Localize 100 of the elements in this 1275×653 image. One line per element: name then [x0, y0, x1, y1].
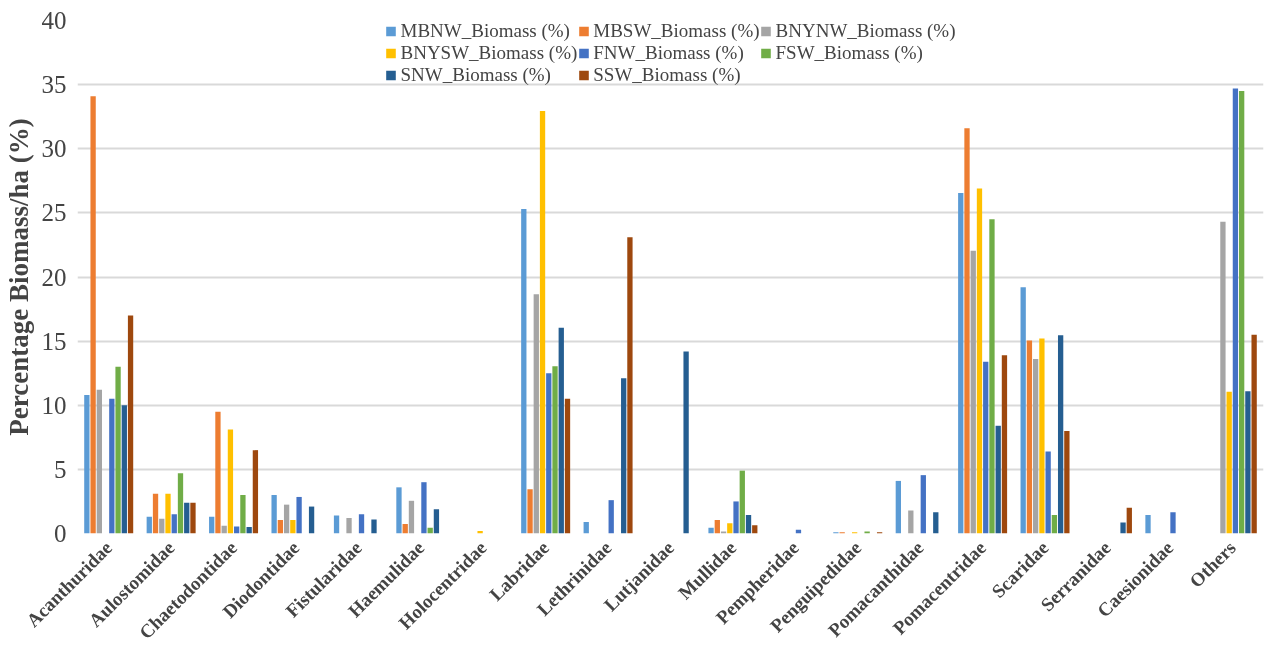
y-tick-label: 30: [41, 135, 67, 163]
bar: [396, 487, 402, 534]
bar: [1001, 355, 1008, 534]
bar: [1232, 88, 1239, 534]
legend-label: FNW_Biomass (%): [593, 42, 744, 64]
bar: [252, 450, 259, 534]
bar: [171, 514, 177, 534]
bar: [558, 327, 564, 534]
y-tick-label: 25: [41, 199, 67, 227]
bar: [308, 506, 315, 534]
bar: [1126, 507, 1132, 534]
y-tick-label: 40: [41, 7, 67, 34]
bar: [920, 475, 926, 534]
y-tick-label: 35: [41, 71, 67, 99]
bar: [184, 502, 190, 534]
bar: [583, 521, 589, 534]
legend-label: SNW_Biomass (%): [400, 64, 551, 86]
bar: [371, 519, 377, 534]
bar: [983, 361, 989, 534]
bar: [533, 294, 539, 534]
bar: [995, 425, 1001, 534]
bar: [90, 96, 96, 534]
bar: [121, 405, 127, 534]
bar: [964, 128, 970, 534]
bar: [215, 411, 221, 534]
bar: [190, 502, 196, 534]
bar: [627, 237, 633, 534]
bar: [115, 366, 121, 534]
y-axis-title: Percentage Biomass/ha (%): [3, 118, 34, 436]
bar: [714, 520, 720, 534]
bar: [152, 493, 159, 534]
bar: [1120, 522, 1126, 534]
bar: [546, 373, 552, 534]
y-tick-label: 0: [54, 520, 67, 547]
y-tick-label: 15: [41, 327, 67, 355]
bar: [739, 470, 745, 534]
y-tick-label: 10: [41, 391, 67, 419]
bar: [933, 512, 939, 534]
bar: [539, 110, 546, 534]
bar: [745, 514, 752, 534]
bar: [521, 209, 527, 534]
bar: [708, 527, 714, 534]
bar: [1170, 512, 1176, 534]
bar: [908, 510, 914, 534]
bar: [1020, 287, 1026, 534]
bar: [989, 219, 995, 534]
bar: [1051, 514, 1058, 534]
bar: [159, 518, 165, 534]
bar: [683, 351, 689, 534]
bar: [177, 473, 184, 534]
bar: [240, 495, 246, 534]
bar: [976, 188, 983, 534]
bar: [165, 493, 171, 534]
bar: [1145, 514, 1151, 534]
y-tick-label: 20: [41, 263, 67, 291]
bar: [433, 509, 440, 534]
bar: [1026, 340, 1033, 534]
bar: [1039, 338, 1045, 534]
bar: [958, 193, 964, 534]
bar: [127, 315, 134, 534]
bar: [346, 518, 352, 534]
bar: [608, 500, 614, 534]
bar: [290, 520, 296, 534]
bar: [527, 489, 533, 534]
legend-label: FSW_Biomass (%): [775, 42, 923, 64]
legend-label: BNYSW_Biomass (%): [400, 42, 578, 64]
bar: [1251, 334, 1257, 534]
bar: [421, 482, 427, 534]
bar: [552, 366, 558, 534]
bar: [358, 514, 365, 534]
bar: [277, 520, 284, 534]
bar: [733, 501, 739, 534]
y-tick-label: 5: [54, 455, 67, 483]
bar: [727, 523, 733, 534]
bar: [296, 496, 302, 534]
bar: [209, 516, 215, 534]
bar: [1057, 335, 1064, 534]
bar: [970, 250, 976, 534]
bar: [1064, 430, 1070, 534]
legend-label: MBSW_Biomass (%): [593, 20, 760, 42]
bar: [84, 394, 90, 534]
bar: [1045, 451, 1051, 534]
bar: [109, 398, 115, 534]
bar: [564, 398, 571, 534]
bar: [227, 429, 234, 534]
bar: [96, 389, 102, 534]
bar: [1033, 359, 1039, 534]
bar: [621, 378, 627, 534]
bar: [234, 526, 240, 534]
bar: [1226, 391, 1232, 534]
bar: [283, 504, 290, 534]
legend-label: SSW_Biomass (%): [593, 64, 741, 86]
bar: [408, 500, 415, 534]
bar: [146, 516, 152, 534]
bar: [271, 495, 277, 534]
bar: [895, 480, 901, 534]
bar: [1239, 91, 1245, 534]
legend-label: BNYNW_Biomass (%): [775, 20, 956, 42]
bar: [752, 525, 758, 534]
legend-label: MBNW_Biomass (%): [400, 20, 570, 42]
